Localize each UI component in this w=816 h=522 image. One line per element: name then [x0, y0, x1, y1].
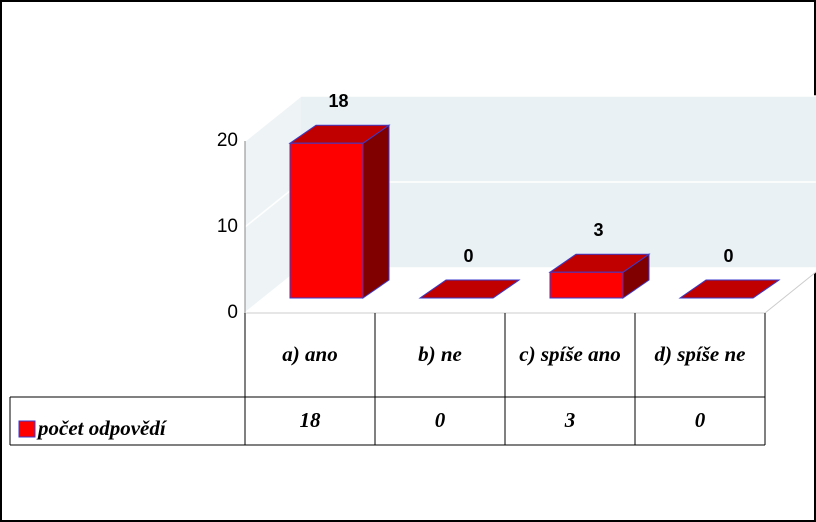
value-label: 0: [723, 246, 733, 266]
bar: [548, 253, 651, 299]
table-value: 0: [435, 408, 446, 432]
table-value: 18: [300, 408, 322, 432]
grid-line: [244, 95, 816, 142]
y-tick-label: 10: [217, 216, 238, 237]
legend-label: počet odpovědí: [36, 416, 168, 440]
y-tick-label: 0: [227, 302, 238, 323]
table-value: 0: [695, 408, 706, 432]
category-label: d) spíše ne: [655, 342, 746, 366]
value-label: 18: [328, 91, 348, 111]
category-label: c) spíše ano: [519, 342, 621, 366]
y-tick-label: 20: [217, 130, 238, 151]
value-label: 0: [463, 246, 473, 266]
bar: [418, 279, 521, 299]
bar-side: [362, 124, 390, 299]
bar-front: [549, 271, 624, 299]
bar-front: [289, 142, 364, 299]
table-value: 3: [564, 408, 576, 432]
category-label: b) ne: [418, 342, 462, 366]
category-label: a) ano: [282, 342, 337, 366]
value-label: 3: [593, 220, 603, 240]
legend-key: [18, 420, 36, 438]
bar: [678, 279, 781, 299]
bar: [288, 124, 391, 299]
bar-top: [678, 279, 781, 299]
bar-top: [418, 279, 521, 299]
